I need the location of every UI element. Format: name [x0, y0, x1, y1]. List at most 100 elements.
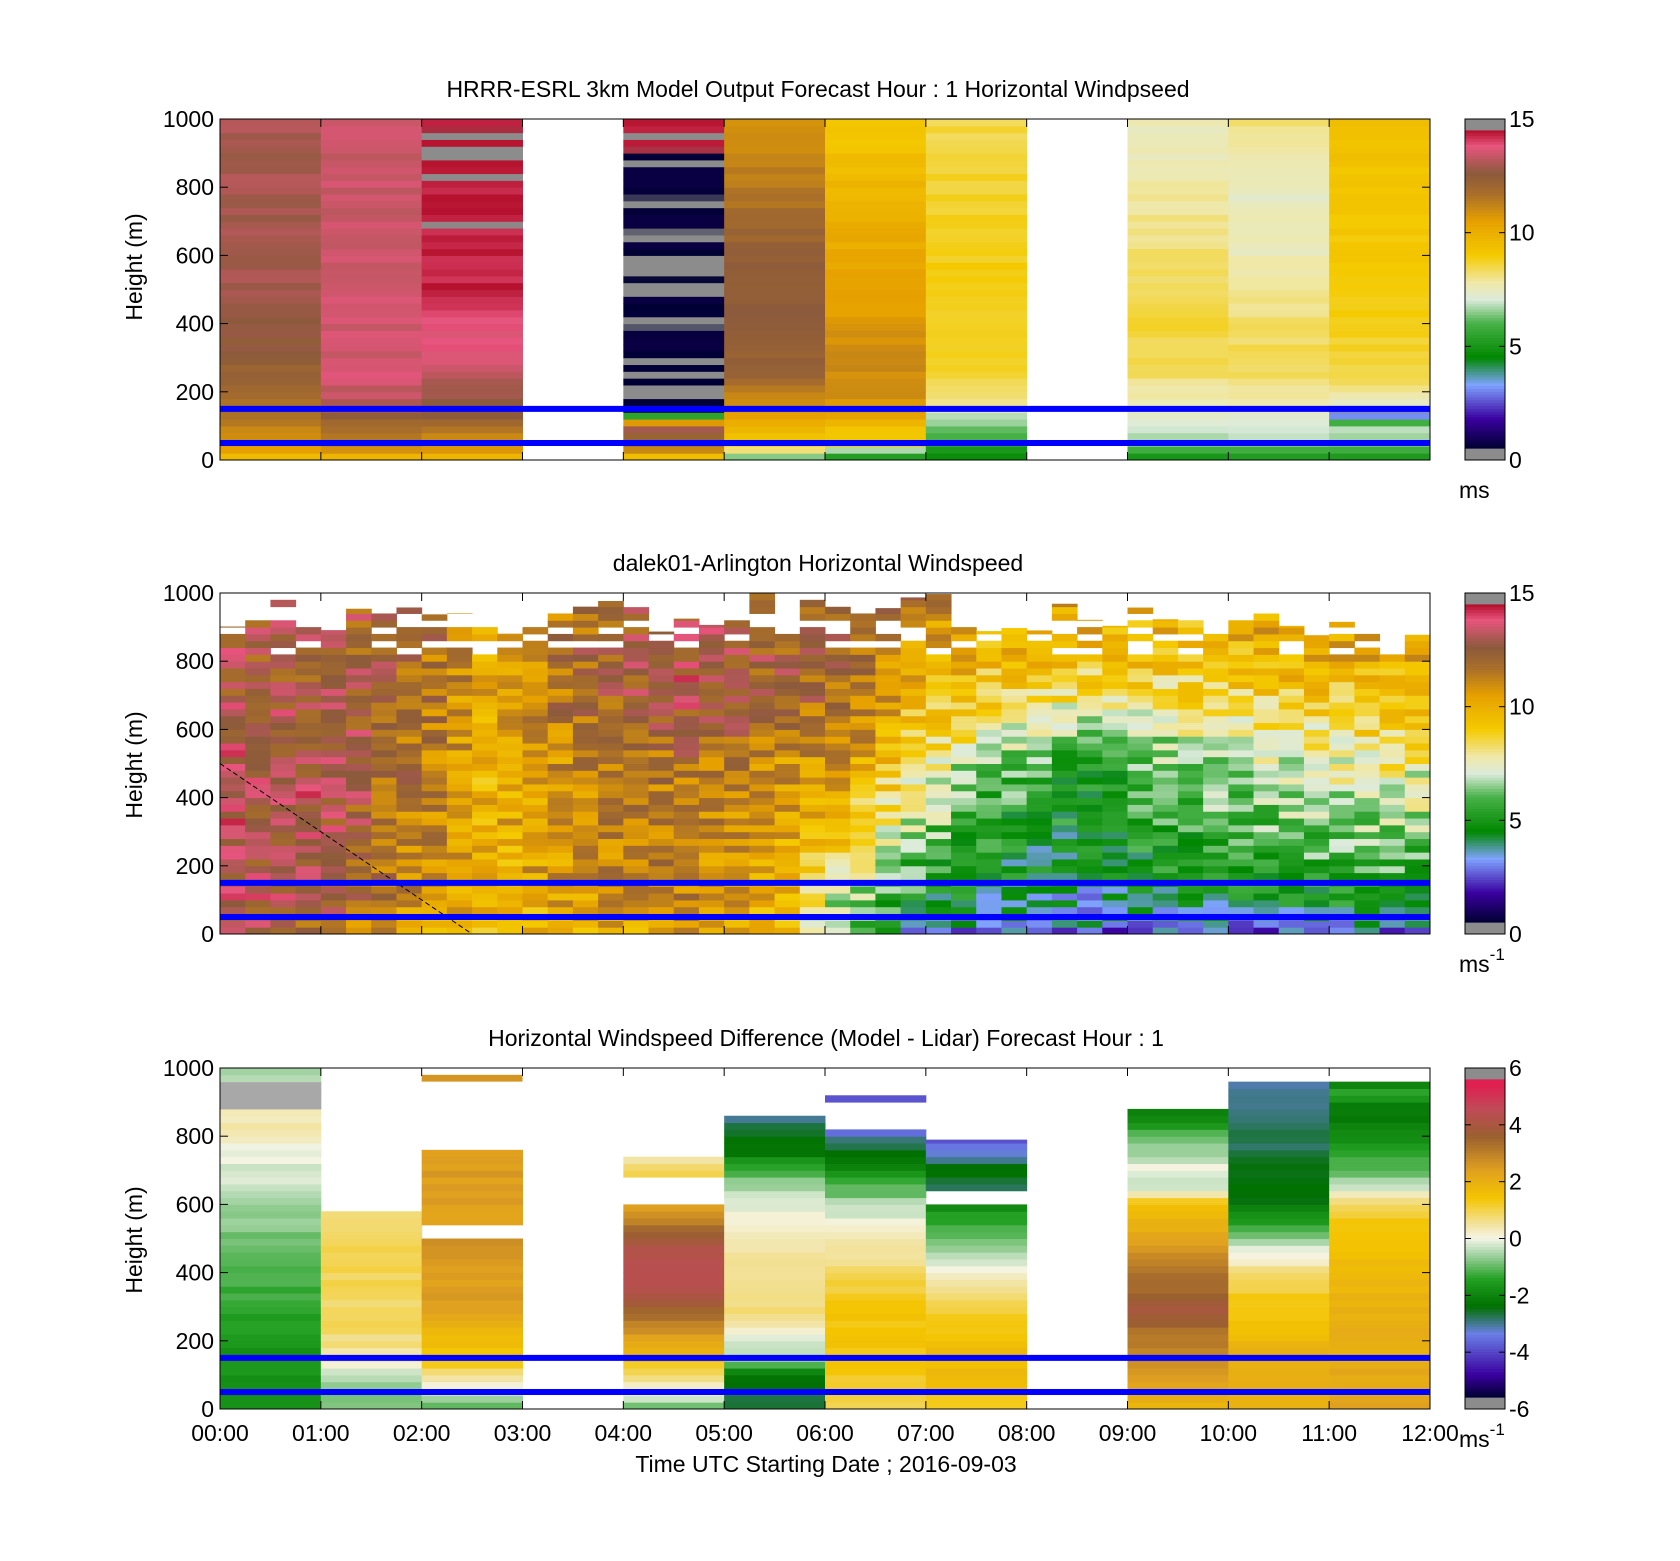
heatmap-cell [1303, 811, 1330, 819]
heatmap-cell [825, 1204, 927, 1212]
heatmap-cell [320, 146, 423, 154]
heatmap-cell [1228, 906, 1255, 915]
heatmap-cell [825, 371, 927, 379]
heatmap-cell [825, 187, 927, 195]
heatmap-cell [1203, 858, 1229, 867]
heatmap-cell [320, 214, 423, 222]
heatmap-cell [1152, 743, 1179, 751]
heatmap-cell [1253, 920, 1280, 928]
heatmap-cell [421, 289, 523, 297]
heatmap-cell [951, 749, 977, 758]
colorbar-swatch [1465, 601, 1505, 605]
heatmap-cell [1051, 824, 1078, 833]
heatmap-cell [421, 783, 448, 792]
heatmap-cell [472, 906, 498, 915]
colorbar-swatch [1465, 894, 1505, 898]
heatmap-cell [421, 1395, 523, 1403]
heatmap-cell [1379, 688, 1406, 696]
colorbar-tick-label: 10 [1509, 694, 1535, 720]
heatmap-cell [1354, 668, 1381, 676]
heatmap-cell [1228, 398, 1330, 406]
heatmap-cell [497, 872, 523, 880]
heatmap-cell [1127, 831, 1154, 840]
heatmap-cell [1329, 695, 1355, 703]
heatmap-cell [270, 763, 297, 771]
heatmap-cell [724, 749, 750, 758]
heatmap-cell [648, 674, 675, 683]
heatmap-cell [825, 1374, 927, 1383]
heatmap-cell [875, 845, 902, 853]
heatmap-cell [547, 661, 574, 669]
heatmap-cell [623, 1272, 725, 1280]
heatmap-cell [623, 166, 725, 175]
heatmap-cell [850, 729, 876, 737]
heatmap-cell [623, 139, 725, 147]
heatmap-cell [1329, 1170, 1431, 1178]
heatmap-cell [673, 818, 700, 826]
heatmap-cell [497, 743, 523, 751]
heatmap-cell [1303, 899, 1330, 908]
heatmap-cell [396, 804, 423, 812]
heatmap-cell [1329, 1204, 1431, 1212]
heatmap-cell [320, 1361, 423, 1369]
heatmap-cell [623, 852, 650, 860]
heatmap-cell [320, 668, 347, 676]
heatmap-cell [825, 777, 851, 785]
heatmap-cell [623, 708, 650, 717]
heatmap-cell [320, 323, 423, 331]
heatmap-cell [1354, 777, 1381, 785]
heatmap-cell [220, 1068, 322, 1076]
heatmap-cell [1102, 906, 1128, 915]
heatmap-cell [572, 627, 599, 635]
heatmap-cell [396, 893, 423, 901]
colorbar-swatch [1465, 757, 1505, 762]
heatmap-cell [900, 886, 927, 894]
heatmap-cell [1303, 824, 1330, 833]
heatmap-cell [295, 852, 322, 860]
heatmap-cell [547, 858, 574, 867]
colorbar-swatch [1465, 786, 1505, 790]
heatmap-cell [1051, 906, 1078, 915]
panel-lidar-reference-lines [220, 879, 1430, 920]
heatmap-cell [724, 1252, 826, 1260]
heatmap-cell [220, 715, 246, 724]
heatmap-cell [623, 344, 725, 352]
heatmap-cell [220, 845, 246, 853]
heatmap-cell [421, 221, 523, 229]
heatmap-cell [951, 790, 977, 799]
colorbar-swatch [1465, 1082, 1505, 1086]
heatmap-cell [900, 852, 927, 860]
heatmap-cell [220, 763, 246, 771]
heatmap-cell [1051, 681, 1078, 689]
colorbar-swatch [1465, 119, 1505, 123]
heatmap-cell [1228, 153, 1330, 161]
heatmap-cell [875, 695, 902, 703]
heatmap-cell [724, 920, 750, 928]
colorbar-swatch [1465, 1303, 1505, 1308]
heatmap-cell [623, 323, 725, 331]
heatmap-cell [875, 831, 902, 840]
heatmap-cell [1127, 1115, 1229, 1124]
heatmap-cell [1203, 899, 1229, 908]
heatmap-cell [1102, 674, 1128, 683]
colorbar-swatch [1465, 130, 1505, 134]
heatmap-cell [1152, 681, 1179, 689]
heatmap-cell [648, 906, 675, 915]
colorbar-swatch [1465, 386, 1505, 390]
panel-model-reference-lines [220, 405, 1430, 446]
x-tick-label: 03:00 [494, 1420, 552, 1446]
heatmap-cell [1177, 668, 1204, 676]
heatmap-cell [1329, 309, 1431, 318]
heatmap-cell [825, 1177, 927, 1185]
heatmap-cell [396, 695, 423, 703]
heatmap-cell [572, 729, 599, 737]
heatmap-cell [1102, 688, 1128, 696]
heatmap-cell [320, 661, 347, 669]
heatmap-cell [1152, 811, 1179, 819]
heatmap-cell [497, 838, 523, 846]
heatmap-cell [572, 927, 599, 935]
heatmap-cell [925, 770, 952, 778]
heatmap-cell [472, 886, 498, 894]
